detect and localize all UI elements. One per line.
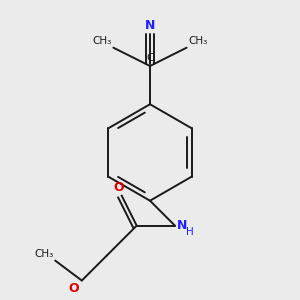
Text: CH₃: CH₃	[188, 36, 208, 46]
Text: CH₃: CH₃	[92, 36, 112, 46]
Text: C: C	[146, 53, 154, 63]
Text: H: H	[186, 227, 194, 237]
Text: O: O	[113, 181, 124, 194]
Text: CH₃: CH₃	[34, 249, 53, 259]
Text: N: N	[177, 219, 187, 232]
Text: N: N	[145, 19, 155, 32]
Text: O: O	[68, 282, 79, 295]
